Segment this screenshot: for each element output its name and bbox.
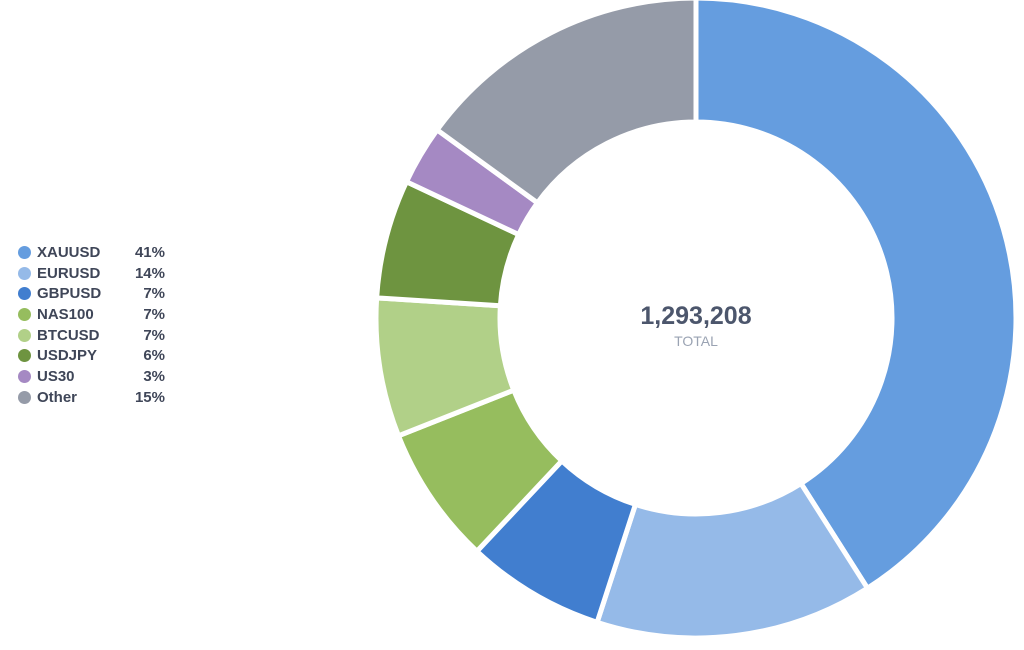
legend-percent: 14% (134, 264, 165, 282)
legend-swatch (18, 307, 31, 321)
legend-item[interactable]: XAUUSD 41% (18, 242, 168, 263)
legend-swatch (18, 287, 31, 301)
legend-swatch (18, 266, 31, 280)
legend-label: GBPUSD (37, 285, 102, 303)
legend-percent: 6% (143, 347, 165, 365)
legend-label: XAUUSD (37, 243, 101, 261)
legend-percent: 7% (143, 326, 165, 344)
legend-item[interactable]: US30 3% (18, 366, 168, 387)
legend-label: Other (37, 388, 78, 406)
legend-item[interactable]: NAS100 7% (18, 304, 168, 325)
legend-swatch (18, 369, 31, 383)
legend-label: US30 (37, 367, 75, 385)
legend-percent: 3% (143, 367, 165, 385)
legend-label: NAS100 (37, 305, 94, 323)
legend-percent: 15% (134, 388, 165, 406)
legend-label: BTCUSD (37, 326, 100, 344)
total-label: TOTAL (674, 333, 718, 349)
legend-item[interactable]: Other 15% (18, 387, 168, 408)
donut-slices (373, 0, 1019, 641)
legend-label: EURUSD (37, 264, 101, 282)
legend-swatch (18, 349, 31, 363)
legend-item[interactable]: BTCUSD 7% (18, 325, 168, 346)
legend-item[interactable]: GBPUSD 7% (18, 283, 168, 304)
chart-legend: XAUUSD 41% EURUSD 14% GBPUSD 7% NAS100 7% BTCUSD… (18, 242, 168, 408)
legend-swatch (18, 328, 31, 342)
legend-percent: 41% (134, 243, 165, 261)
legend-swatch (18, 390, 31, 404)
legend-label: USDJPY (37, 347, 98, 365)
donut-slice-other[interactable] (434, 0, 699, 206)
legend-percent: 7% (143, 285, 165, 303)
total-value: 1,293,208 (640, 302, 751, 330)
donut-slice-xauusd[interactable] (693, 0, 1019, 591)
legend-swatch (18, 245, 31, 259)
legend-percent: 7% (143, 305, 165, 323)
legend-item[interactable]: USDJPY 6% (18, 345, 168, 366)
legend-item[interactable]: EURUSD 14% (18, 263, 168, 284)
